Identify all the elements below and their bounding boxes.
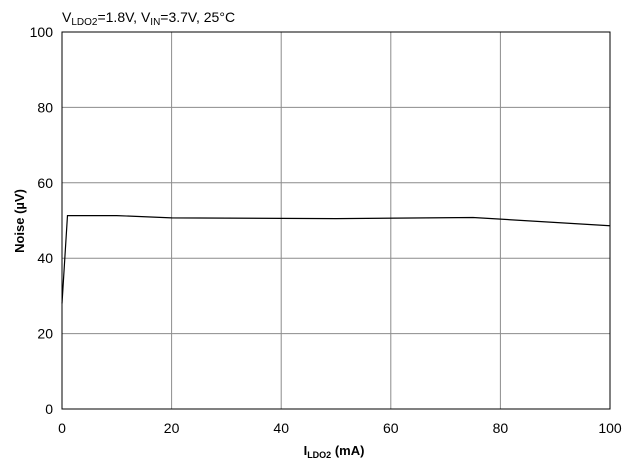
data-series xyxy=(61,215,611,304)
v-in-symbol: V xyxy=(141,9,151,25)
y-tick-label: 40 xyxy=(37,250,53,266)
x-tick-label: 80 xyxy=(493,420,509,436)
noise-series-line xyxy=(61,215,611,304)
y-tick-label: 80 xyxy=(37,99,53,115)
x-axis-unit: (mA) xyxy=(331,443,364,458)
v-in-value: =3.7V, 25°C xyxy=(160,9,235,25)
v-ldo2-symbol: V xyxy=(62,9,72,25)
x-tick-label: 20 xyxy=(164,420,180,436)
y-tick-label: 20 xyxy=(37,326,53,342)
x-tick-label: 60 xyxy=(383,420,399,436)
x-axis-title: ILDO2 (mA) xyxy=(304,443,365,460)
y-tick-label: 60 xyxy=(37,175,53,191)
x-tick-label: 0 xyxy=(58,420,66,436)
y-tick-labels: 0 20 40 60 80 100 xyxy=(30,24,54,417)
x-axis-subscript: LDO2 xyxy=(307,450,331,460)
y-tick-label: 100 xyxy=(30,24,54,40)
x-tick-label: 100 xyxy=(598,420,622,436)
x-axis-symbol: I xyxy=(304,443,308,458)
y-axis-title: Noise (µV) xyxy=(12,189,27,253)
v-in-subscript: IN xyxy=(150,17,160,28)
x-tick-label: 40 xyxy=(273,420,289,436)
v-ldo2-subscript: LDO2 xyxy=(71,17,98,28)
y-tick-label: 0 xyxy=(45,401,53,417)
plot-frame xyxy=(61,31,611,410)
test-conditions: VLDO2=1.8V, VIN=3.7V, 25°C xyxy=(62,9,235,28)
x-tick-labels: 0 20 40 60 80 100 xyxy=(58,420,622,436)
v-ldo2-value: =1.8V, xyxy=(97,9,140,25)
